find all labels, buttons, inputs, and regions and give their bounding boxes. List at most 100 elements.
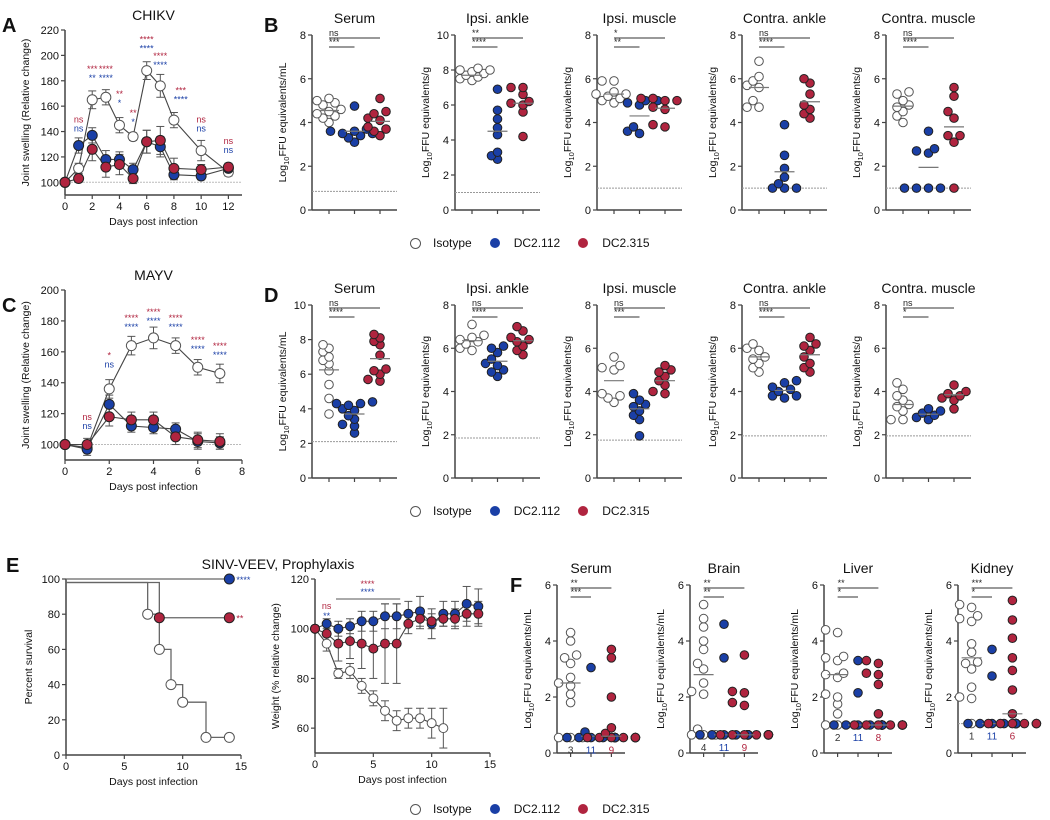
sig-label: *** xyxy=(614,307,625,317)
data-point-dc2315 xyxy=(949,91,959,102)
y-tick-label: 6 xyxy=(585,343,591,355)
data-point-dc2315 xyxy=(660,122,670,132)
data-point-dc2315 xyxy=(127,173,139,184)
chart-title: Contra. ankle xyxy=(743,280,826,296)
data-point-isotype xyxy=(565,636,576,646)
data-point-dc2315 xyxy=(727,686,738,697)
data-point-isotype xyxy=(972,657,983,667)
x-axis-label: Days post infection xyxy=(109,776,198,788)
sig-label-dc2112: **** xyxy=(191,344,206,354)
data-point-dc2315 xyxy=(763,730,774,740)
data-point-dc2112 xyxy=(634,395,645,405)
data-point-isotype xyxy=(886,414,896,425)
below-lod-count-dc2112: 11 xyxy=(853,733,864,744)
data-point-dc2315 xyxy=(1031,718,1042,729)
x-tick-label: 10 xyxy=(195,201,207,213)
chart-B3: Ipsi. muscle 0 2 4 6 8 Log10FFU equivalents/g *… xyxy=(562,10,682,217)
chart-A: A CHIKV 100 120 140 160 180 200 220 0 2 4 6 8 10 12 Days… xyxy=(2,7,242,228)
y-tick-label: 4 xyxy=(300,404,306,416)
data-point-isotype xyxy=(455,334,465,345)
data-point-dc2315 xyxy=(380,638,390,649)
sig-label-dc2112: **** xyxy=(174,94,189,104)
chart-D4: Contra. ankle 0 2 4 6 8 Log10FFU equivalents/g… xyxy=(707,280,827,485)
data-point-dc2315 xyxy=(518,131,528,142)
sig-label-dc2112: **** xyxy=(236,575,251,585)
y-tick-label: 4 xyxy=(812,636,818,648)
sig-label: ** xyxy=(704,587,712,597)
data-point-dc2112 xyxy=(355,398,366,409)
y-tick-label: 80 xyxy=(48,609,60,621)
sig-label-dc2315: ns xyxy=(224,136,234,146)
y-tick-label: 4 xyxy=(443,387,449,399)
chart-title: Kidney xyxy=(971,560,1014,576)
data-point-dc2315 xyxy=(141,136,153,148)
data-point-isotype xyxy=(966,664,977,674)
y-axis-label: Log10FFU equivalents/mL xyxy=(655,609,669,729)
y-tick-label: 8 xyxy=(874,300,880,312)
data-point-dc2315 xyxy=(630,732,641,743)
below-lod-count-dc2112: 11 xyxy=(719,743,730,754)
y-tick-label: 60 xyxy=(48,644,60,656)
y-tick-label: 2 xyxy=(678,692,684,704)
sig-label: **** xyxy=(329,307,344,317)
sig-label: ns xyxy=(329,28,339,38)
data-point-isotype xyxy=(966,682,977,693)
legend-dc2112-label: DC2.112 xyxy=(513,802,561,816)
y-tick-label: 120 xyxy=(41,409,59,421)
data-point-isotype xyxy=(597,388,607,399)
data-point-dc2315 xyxy=(356,638,367,649)
data-point-dc2315 xyxy=(949,137,959,147)
sig-label-dc2112: ns xyxy=(104,359,114,369)
y-tick-label: 200 xyxy=(41,285,59,297)
data-point-isotype xyxy=(754,345,764,356)
y-axis-label: Log10FFU equivalents/g xyxy=(562,336,576,447)
data-point-dc2315 xyxy=(345,636,355,647)
data-point-dc2315 xyxy=(739,700,750,711)
sig-label-dc2112: ns xyxy=(224,145,234,155)
data-point-dc2112 xyxy=(829,720,839,730)
y-tick-label: 4 xyxy=(730,118,736,130)
data-point-dc2315 xyxy=(375,350,385,360)
data-point-isotype xyxy=(754,71,764,82)
data-point-dc2315 xyxy=(849,720,860,730)
sig-label-dc2315: *** xyxy=(87,64,98,74)
data-point-dc2315 xyxy=(438,613,449,624)
data-point-dc2315 xyxy=(506,82,516,93)
data-point-isotype xyxy=(333,668,344,679)
data-point-dc2112 xyxy=(791,391,802,401)
data-point-dc2112 xyxy=(779,393,790,403)
y-tick-label: 2 xyxy=(443,170,449,182)
data-point-dc2112 xyxy=(779,172,790,182)
below-lod-count-isotype: 1 xyxy=(969,732,975,743)
sig-label-dc2315: *** xyxy=(175,85,186,95)
sig-label: ns xyxy=(903,28,913,38)
data-point-dc2112 xyxy=(935,406,946,416)
panel-label: A xyxy=(2,15,16,37)
y-tick-label: 0 xyxy=(585,205,591,217)
y-tick-label: 60 xyxy=(297,723,309,735)
y-tick-label: 0 xyxy=(946,748,952,760)
data-point-dc2315 xyxy=(805,89,815,99)
data-point-dc2315 xyxy=(606,692,617,702)
data-point-isotype xyxy=(698,664,709,674)
data-point-isotype xyxy=(972,611,983,621)
data-point-dc2315 xyxy=(873,709,884,719)
data-point-dc2112 xyxy=(486,343,497,354)
data-point-dc2112 xyxy=(492,105,503,116)
chart-C: C MAYV 100 120 140 160 180 200 0 2 4 6 8 Days post in… xyxy=(2,267,245,493)
y-tick-label: 6 xyxy=(585,74,591,86)
data-point-dc2315 xyxy=(1007,595,1018,606)
data-point-dc2315 xyxy=(403,618,414,629)
x-axis-label: Days post infection xyxy=(109,481,198,493)
chart-E1: E SINV-VEEV, Prophylaxis 0 20 40 60 80 100 0 5 10 1… xyxy=(6,555,354,788)
legend-dc2112-icon xyxy=(489,506,500,516)
data-point-dc2315 xyxy=(461,608,472,619)
data-point-isotype xyxy=(820,689,831,700)
x-tick-label: 4 xyxy=(116,201,122,213)
data-point-dc2315 xyxy=(381,124,391,134)
below-lod-count-isotype: 4 xyxy=(701,743,707,754)
y-tick-label: 100 xyxy=(291,624,309,636)
data-point-dc2315 xyxy=(648,102,658,112)
data-point-isotype xyxy=(686,686,697,697)
chart-title: Serum xyxy=(570,560,611,576)
